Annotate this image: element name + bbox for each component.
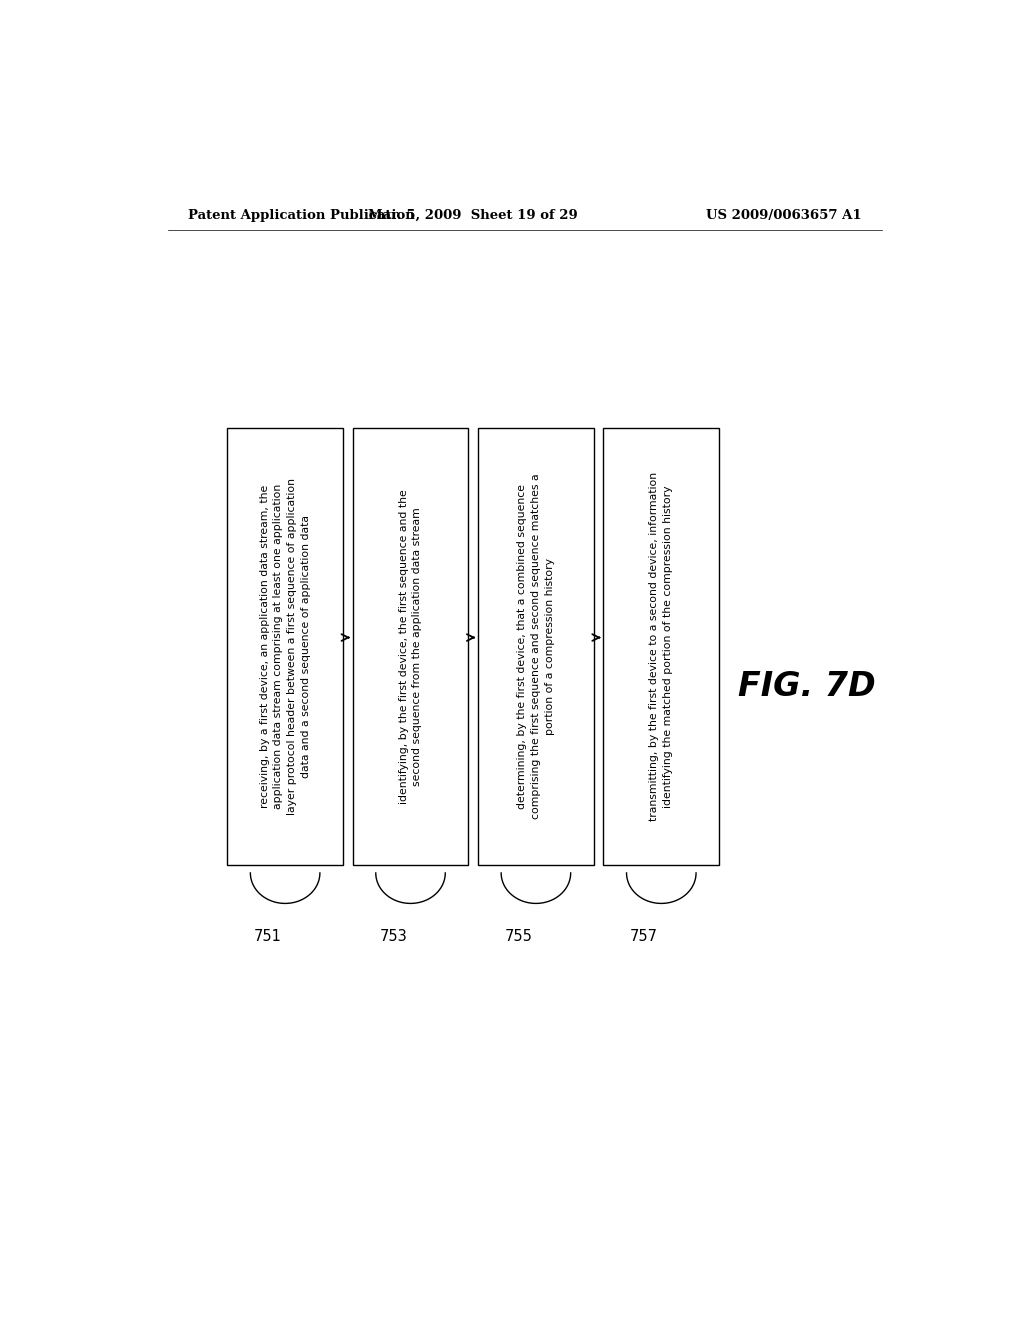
Text: US 2009/0063657 A1: US 2009/0063657 A1 [707,209,862,222]
Bar [227,428,343,865]
Text: FIG. 7D: FIG. 7D [737,671,876,704]
Bar [478,428,594,865]
Text: Mar. 5, 2009  Sheet 19 of 29: Mar. 5, 2009 Sheet 19 of 29 [369,209,579,222]
Text: 755: 755 [505,929,532,944]
Bar [352,428,468,865]
Text: 753: 753 [379,929,407,944]
Text: 757: 757 [630,929,657,944]
Text: transmitting, by the first device to a second device, information
identifying th: transmitting, by the first device to a s… [649,471,673,821]
Text: determining, by the first device, that a combined sequence
comprising the first : determining, by the first device, that a… [517,474,555,820]
Text: identifying, by the first device, the first sequence and the
second sequence fro: identifying, by the first device, the fi… [398,488,422,804]
Text: receiving, by a first device, an application data stream, the
application data s: receiving, by a first device, an applica… [260,478,310,814]
Text: 751: 751 [254,929,282,944]
Bar [603,428,719,865]
Text: Patent Application Publication: Patent Application Publication [187,209,415,222]
